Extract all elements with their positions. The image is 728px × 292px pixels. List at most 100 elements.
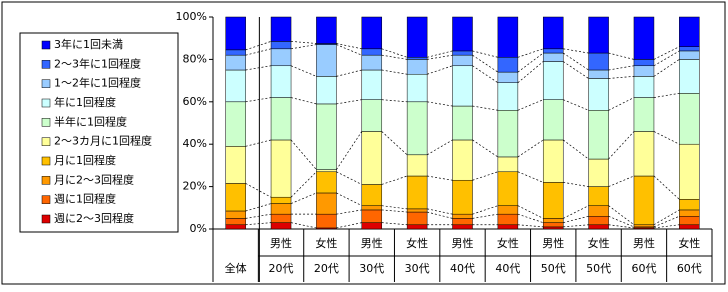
connector-line [427, 208, 453, 215]
connector-line [472, 171, 498, 181]
bar-segment [497, 156, 519, 173]
bar-segment [316, 103, 337, 170]
x-tick-sublabel: 40代 [495, 262, 520, 275]
connector-line [608, 65, 635, 71]
bar-segment [452, 218, 473, 226]
bar-segment [361, 99, 383, 132]
bar-segment [361, 222, 383, 230]
connector-line [653, 46, 680, 60]
x-tick-sublabel: 20代 [314, 262, 339, 275]
bar-segment [406, 211, 428, 226]
connector-line [245, 203, 272, 212]
connector-line [245, 48, 272, 56]
bar-segment [497, 71, 519, 83]
connector-line [653, 92, 680, 98]
connector-line [427, 65, 453, 75]
connector-line [653, 50, 680, 67]
legend-label: 年に1回程度 [54, 95, 116, 109]
bar-segment [679, 224, 700, 230]
bar-segment [679, 59, 700, 94]
bar-segment [542, 182, 564, 219]
connector-line [517, 171, 544, 183]
bar-segment [316, 16, 337, 44]
y-tick-label: 80% [183, 52, 207, 65]
bar-segment [633, 65, 655, 77]
x-tick-sublabel: 60代 [677, 262, 702, 275]
connector-line [472, 213, 498, 219]
connector-line [245, 213, 272, 219]
connector-line [563, 99, 589, 111]
connector-line [563, 52, 589, 71]
connector-line [290, 97, 317, 105]
bar-segment [679, 93, 700, 145]
connector-line [517, 61, 544, 83]
connector-line [381, 222, 408, 226]
x-tick-sublabel: 30代 [359, 262, 384, 275]
legend-label: 3年に1回未満 [54, 37, 123, 51]
bar-segment [225, 146, 246, 184]
bar-segment [497, 171, 519, 206]
connector-line [290, 192, 317, 204]
bar-segment [406, 154, 428, 177]
y-tick-label: 40% [183, 137, 207, 150]
bar-segment [361, 48, 383, 56]
connector-line [336, 171, 362, 185]
legend-swatch [41, 214, 51, 224]
connector-line [608, 205, 635, 226]
bar-segment [316, 213, 337, 229]
bar-segment [361, 209, 383, 223]
connector-line [245, 139, 272, 147]
connector-line [427, 50, 453, 58]
bar-segment [225, 49, 246, 56]
bar-segment [588, 205, 609, 217]
bar-segment [588, 224, 609, 230]
bar-segment [588, 216, 609, 226]
x-tick-sublabel: 30代 [405, 262, 430, 275]
bar-segment [588, 158, 609, 187]
legend-label: 2～3カ月に1回程度 [54, 134, 152, 148]
connector-line [563, 215, 589, 223]
bar-segment [406, 57, 428, 60]
connector-line [245, 65, 272, 71]
bar-segment [316, 44, 337, 77]
bar-segment [452, 54, 473, 67]
connector-line [563, 205, 589, 219]
bar-segment [542, 222, 564, 228]
connector-line [336, 222, 362, 229]
legend-swatch [41, 156, 51, 166]
connector-line [517, 213, 544, 223]
bar-segment [406, 224, 428, 230]
bar-segment [679, 199, 700, 211]
connector-line [653, 215, 680, 228]
legend-swatch [41, 60, 51, 69]
legend-label: 週に2～3回程度 [54, 211, 134, 225]
legend-label: 半年に1回程度 [54, 114, 127, 128]
bar-segment [406, 208, 428, 213]
bar-segment [270, 203, 292, 215]
bar-segment [316, 171, 337, 194]
bar-segment [588, 110, 609, 160]
bar-segment [542, 61, 564, 100]
legend-swatch [41, 176, 51, 185]
x-tick-sublabel: 20代 [269, 262, 294, 275]
connector-line [472, 54, 499, 73]
bar-segment [588, 69, 609, 79]
connector-line [517, 52, 544, 73]
connector-line [291, 41, 317, 44]
legend-label: 2～3年に1回程度 [54, 56, 141, 70]
bar-segment [225, 218, 246, 226]
connector-line [517, 99, 544, 111]
bar-segment [270, 222, 292, 230]
bar-segment [679, 50, 700, 60]
x-tick-label: 女性 [678, 236, 700, 250]
bar-segment [633, 59, 655, 67]
bar-segment [588, 16, 609, 54]
x-tick-sublabel: 50代 [541, 262, 566, 275]
bar-segment [452, 224, 473, 230]
connector-line [245, 183, 272, 198]
legend-label: 月に1回程度 [54, 153, 116, 167]
legend-label: 1～2年に1回程度 [54, 76, 141, 90]
bar-segment [542, 139, 564, 183]
connector-line [336, 43, 362, 50]
